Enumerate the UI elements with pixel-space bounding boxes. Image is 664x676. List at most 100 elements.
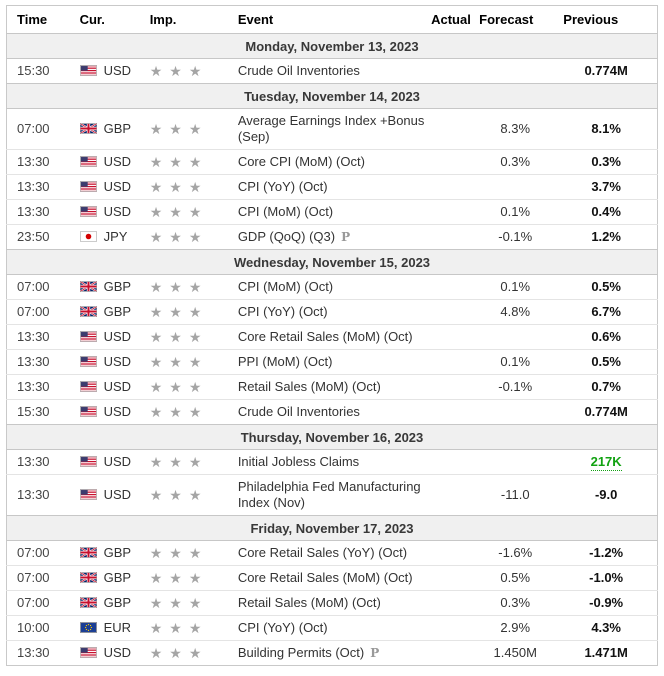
event-name-cell[interactable]: Core Retail Sales (MoM) (Oct) [228,565,430,591]
event-name[interactable]: CPI (YoY) (Oct) [237,179,328,194]
event-name-cell[interactable]: GDP (QoQ) (Q3) P [228,224,430,250]
event-name-cell[interactable]: Crude Oil Inventories [228,58,430,84]
event-name-cell[interactable]: CPI (MoM) (Oct) [228,274,430,300]
previous-value: -1.2% [589,545,624,560]
previous-value: -9.0 [594,487,618,502]
event-time: 07:00 [17,570,50,585]
forecast-cell: 0.1% [475,274,556,300]
event-name[interactable]: GDP (QoQ) (Q3) [237,229,336,244]
star-icon: ★ [169,378,182,395]
star-icon: ★ [169,353,182,370]
event-row[interactable]: 13:30 USD ★ ★ ★ Core CPI (MoM) (Oct) 0.3% 0.3% [6,149,658,175]
importance-cell: ★ ★ ★ [138,565,229,591]
event-row[interactable]: 13:30 USD ★ ★ ★ CPI (MoM) (Oct) 0.1% 0.4% [6,199,658,225]
previous-value: 0.6% [591,329,621,344]
forecast-value: 1.450M [493,645,537,660]
event-name-cell[interactable]: Average Earnings Index +Bonus (Sep) [228,108,430,150]
event-row[interactable]: 13:30 USD ★ ★ ★ Retail Sales (MoM) (Oct) -0.1%… [6,374,658,400]
event-name[interactable]: Building Permits (Oct) [237,645,365,660]
event-name[interactable]: Retail Sales (MoM) (Oct) [237,595,381,610]
event-row[interactable]: 13:30 USD ★ ★ ★ Initial Jobless Claims 217K [6,449,658,475]
day-header: Tuesday, November 14, 2023 [6,83,658,109]
forecast-value: -0.1% [498,229,533,244]
event-row[interactable]: 23:50 JPY ★ ★ ★ GDP (QoQ) (Q3) P -0.1% 1.2% [6,224,658,250]
event-currency-cell: USD [66,399,139,425]
event-name[interactable]: Crude Oil Inventories [237,404,360,419]
previous-value-link[interactable]: 217K [590,454,622,471]
previous-value: 0.7% [591,379,621,394]
event-row[interactable]: 13:30 USD ★ ★ ★ CPI (YoY) (Oct) 3.7% [6,174,658,200]
event-name[interactable]: Philadelphia Fed Manufacturing Index (No… [237,479,421,510]
star-icon: ★ [169,228,182,245]
star-icon: ★ [169,120,182,137]
event-row[interactable]: 07:00 GBP ★ ★ ★ CPI (MoM) (Oct) 0.1% 0.5% [6,274,658,300]
event-name[interactable]: Core Retail Sales (YoY) (Oct) [237,545,408,560]
event-name[interactable]: Core Retail Sales (MoM) (Oct) [237,570,413,585]
forecast-value: -1.6% [498,545,533,560]
star-icon: ★ [149,353,163,370]
star-icon: ★ [149,62,163,79]
event-name-cell[interactable]: Building Permits (Oct) P [228,640,430,666]
event-row[interactable]: 13:30 USD ★ ★ ★ Philadelphia Fed Manufacturin… [6,474,658,516]
event-name-cell[interactable]: CPI (YoY) (Oct) [228,615,430,641]
event-row[interactable]: 07:00 GBP ★ ★ ★ Core Retail Sales (YoY) (Oct)… [6,540,658,566]
event-name[interactable]: Crude Oil Inventories [237,63,360,78]
event-name-cell[interactable]: Core CPI (MoM) (Oct) [228,149,430,175]
forecast-cell: 0.3% [475,149,556,175]
event-name[interactable]: CPI (MoM) (Oct) [237,279,334,294]
event-name-cell[interactable]: Retail Sales (MoM) (Oct) [228,590,430,616]
event-row[interactable]: 15:30 USD ★ ★ ★ Crude Oil Inventories 0.774M [6,58,658,84]
event-row[interactable]: 10:00 EUR ★ ★ ★ CPI (YoY) (Oct) 2.9% 4.3% [6,615,658,641]
importance-stars: ★ ★ ★ [150,378,202,395]
event-name[interactable]: Core CPI (MoM) (Oct) [237,154,365,169]
previous-value: 0.4% [591,204,621,219]
event-name-cell[interactable]: CPI (MoM) (Oct) [228,199,430,225]
event-currency-cell: USD [66,640,139,666]
event-name[interactable]: CPI (YoY) (Oct) [237,304,328,319]
forecast-cell: 0.1% [475,349,556,375]
event-name-cell[interactable]: CPI (YoY) (Oct) [228,174,430,200]
event-name[interactable]: Core Retail Sales (MoM) (Oct) [237,329,413,344]
actual-cell [429,149,476,175]
event-name-cell[interactable]: PPI (MoM) (Oct) [228,349,430,375]
event-name[interactable]: CPI (MoM) (Oct) [237,204,334,219]
event-name-cell[interactable]: Initial Jobless Claims [228,449,430,475]
event-name[interactable]: PPI (MoM) (Oct) [237,354,333,369]
event-name[interactable]: Initial Jobless Claims [237,454,360,469]
actual-cell [429,565,476,591]
importance-cell: ★ ★ ★ [138,449,229,475]
event-name[interactable]: CPI (YoY) (Oct) [237,620,328,635]
event-row[interactable]: 13:30 USD ★ ★ ★ Building Permits (Oct) P 1.450M… [6,640,658,666]
event-name[interactable]: Retail Sales (MoM) (Oct) [237,379,381,394]
event-row[interactable]: 13:30 USD ★ ★ ★ PPI (MoM) (Oct) 0.1% 0.5% [6,349,658,375]
event-name[interactable]: Average Earnings Index +Bonus (Sep) [237,113,425,144]
star-icon: ★ [188,228,202,245]
event-row[interactable]: 07:00 GBP ★ ★ ★ Average Earnings Index +Bonus… [6,108,658,150]
previous-cell: 0.5% [555,349,658,375]
event-row[interactable]: 07:00 GBP ★ ★ ★ Core Retail Sales (MoM) (Oct)… [6,565,658,591]
importance-cell: ★ ★ ★ [138,149,229,175]
event-name-cell[interactable]: Crude Oil Inventories [228,399,430,425]
star-icon: ★ [169,453,182,470]
event-name-cell[interactable]: Retail Sales (MoM) (Oct) [228,374,430,400]
event-name-cell[interactable]: Core Retail Sales (YoY) (Oct) [228,540,430,566]
gb-flag-icon [79,547,97,558]
event-time: 07:00 [17,121,50,136]
forecast-cell [475,324,556,350]
event-row[interactable]: 07:00 GBP ★ ★ ★ Retail Sales (MoM) (Oct) 0.3% -… [6,590,658,616]
event-name-cell[interactable]: Philadelphia Fed Manufacturing Index (No… [228,474,430,516]
importance-stars: ★ ★ ★ [150,453,202,470]
event-row[interactable]: 15:30 USD ★ ★ ★ Crude Oil Inventories 0.774M [6,399,658,425]
event-row[interactable]: 07:00 GBP ★ ★ ★ CPI (YoY) (Oct) 4.8% 6.7% [6,299,658,325]
event-time: 13:30 [17,487,50,502]
preliminary-icon: P [341,230,351,244]
event-name-cell[interactable]: Core Retail Sales (MoM) (Oct) [228,324,430,350]
day-header-row: Thursday, November 16, 2023 [6,424,658,450]
day-header-row: Wednesday, November 15, 2023 [6,249,658,275]
star-icon: ★ [169,153,182,170]
event-name-cell[interactable]: CPI (YoY) (Oct) [228,299,430,325]
event-currency-cell: USD [66,324,139,350]
star-icon: ★ [149,153,163,170]
event-time: 23:50 [17,229,50,244]
event-row[interactable]: 13:30 USD ★ ★ ★ Core Retail Sales (MoM) (Oct)… [6,324,658,350]
